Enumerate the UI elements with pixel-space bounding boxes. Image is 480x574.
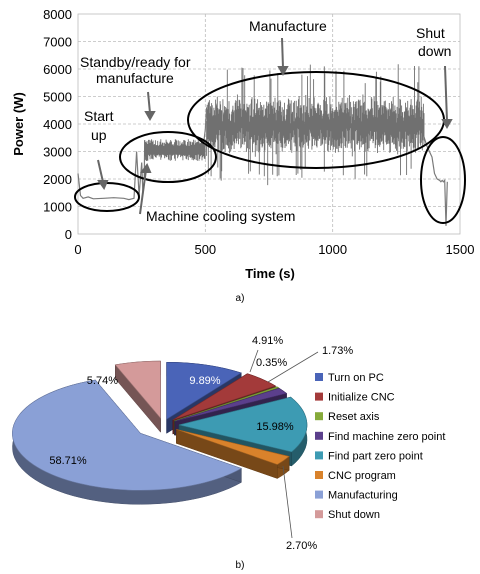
leader-line <box>267 351 319 383</box>
caption-a: a) <box>236 293 245 304</box>
legend-label: Turn on PC <box>328 372 384 384</box>
x-tick-label: 0 <box>74 242 81 257</box>
legend-swatch <box>315 412 323 421</box>
legend-swatch <box>315 510 323 519</box>
legend: Turn on PC Initialize CNC Reset axis Find m… <box>315 372 445 521</box>
annotation-standby: Standby/ready for manufacture <box>80 54 194 86</box>
x-axis-label: Time (s) <box>245 266 295 281</box>
legend-label: Find machine zero point <box>328 431 445 443</box>
power-time-chart: 0 1000 2000 3000 4000 5000 6000 7000 8000 0 500 100… <box>11 7 474 304</box>
annotation-shut-down: Shut down <box>416 25 451 59</box>
standby-ellipse <box>119 131 217 183</box>
pie-slice-manufacturing <box>12 379 243 491</box>
y-tick-label: 2000 <box>43 172 72 187</box>
pie-slice-initialize-cnc <box>172 373 277 421</box>
legend-swatch <box>315 451 323 460</box>
legend-swatch <box>315 490 323 499</box>
y-tick-label: 5000 <box>43 90 72 105</box>
pie-slice-find-machine-zero-point <box>174 387 288 422</box>
y-tick-label: 4000 <box>43 117 72 132</box>
caption-b: b) <box>236 560 245 571</box>
annotation-manufacture: Manufacture <box>249 18 327 34</box>
pie-value-label: 9.89% <box>189 375 220 387</box>
legend-label: CNC program <box>328 470 396 482</box>
pie-value-labels: 9.89% 4.91% 0.35% 1.73% 15.98% 2.70% 58.71% 5.7… <box>49 335 353 552</box>
pie-value-label: 58.71% <box>49 455 87 467</box>
pie-slice-shut-down <box>114 360 161 419</box>
pie-value-label: 1.73% <box>322 345 353 357</box>
legend-label: Initialize CNC <box>328 392 395 404</box>
pie-value-label: 2.70% <box>286 540 317 552</box>
legend-swatch <box>315 471 323 479</box>
pie-value-label: 4.91% <box>252 335 283 347</box>
y-tick-label: 7000 <box>43 35 72 50</box>
manufacture-noise <box>144 64 425 186</box>
y-tick-label: 3000 <box>43 145 72 160</box>
leader-line <box>249 349 259 373</box>
y-axis-label: Power (W) <box>11 92 26 156</box>
leader-line <box>282 465 293 539</box>
legend-label: Find part zero point <box>328 450 423 462</box>
y-tick-label: 8000 <box>43 7 72 22</box>
noise-band <box>144 64 425 186</box>
y-tick-label: 6000 <box>43 62 72 77</box>
legend-label: Shut down <box>328 509 380 521</box>
tick-labels: 0 1000 2000 3000 4000 5000 6000 7000 8000 0 500 100… <box>43 7 474 257</box>
legend-swatch <box>315 431 323 440</box>
x-tick-label: 500 <box>194 242 216 257</box>
legend-swatch <box>315 373 323 381</box>
legend-swatch <box>315 392 323 401</box>
pie-value-label: 5.74% <box>87 375 118 387</box>
x-tick-label: 1500 <box>446 242 475 257</box>
annotation-cooling: Machine cooling system <box>146 208 295 224</box>
pie-slice-turn-on-pc <box>166 361 242 420</box>
shut-down-ellipse <box>420 136 466 224</box>
pie-slice-cnc-program <box>176 429 290 465</box>
annotation-arrows <box>97 37 453 215</box>
legend-label: Manufacturing <box>328 490 398 502</box>
pie-value-label: 0.35% <box>256 357 287 369</box>
y-tick-label: 1000 <box>43 200 72 215</box>
energy-share-pie-chart: 9.89% 4.91% 0.35% 1.73% 15.98% 2.70% 58.71% 5.7… <box>12 335 445 571</box>
pie-slices <box>12 360 308 491</box>
legend-label: Reset axis <box>328 411 380 423</box>
annotation-start-up: Start up <box>84 108 117 143</box>
pie-slice-find-part-zero-point <box>178 396 308 453</box>
x-tick-label: 1000 <box>318 242 347 257</box>
pie-value-label: 15.98% <box>256 421 294 433</box>
pie-slice-reset-axis <box>174 386 280 422</box>
y-tick-label: 0 <box>65 227 72 242</box>
